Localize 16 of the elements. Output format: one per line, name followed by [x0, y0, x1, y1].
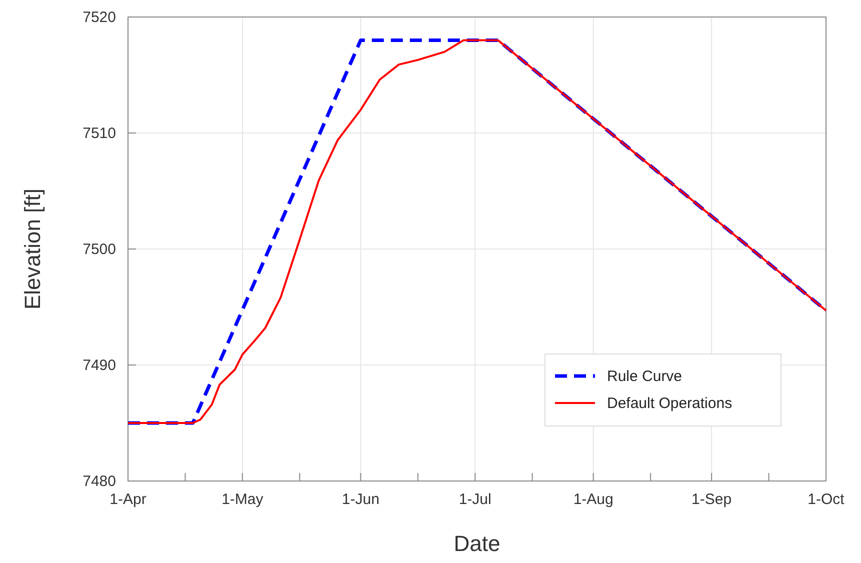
- y-tick-label: 7520: [82, 9, 116, 26]
- y-axis-title: Elevation [ft]: [20, 188, 45, 310]
- y-tick-label: 7510: [82, 125, 116, 142]
- x-tick-label: 1-Aug: [573, 491, 614, 508]
- x-tick-label: 1-Jul: [458, 491, 492, 508]
- y-tick-label: 7480: [82, 473, 116, 490]
- x-tick-label: 1-Jun: [342, 491, 380, 508]
- legend-label: Default Operations: [607, 395, 732, 412]
- x-tick-label: 1-Oct: [808, 491, 846, 508]
- x-tick-label: 1-Apr: [110, 491, 146, 508]
- legend-label: Rule Curve: [607, 368, 682, 385]
- x-axis-title: Date: [454, 531, 500, 556]
- y-tick-label: 7490: [82, 357, 116, 374]
- x-tick-label: 1-May: [222, 491, 264, 508]
- x-tick-label: 1-Sep: [692, 491, 732, 508]
- y-tick-label: 7500: [82, 241, 116, 258]
